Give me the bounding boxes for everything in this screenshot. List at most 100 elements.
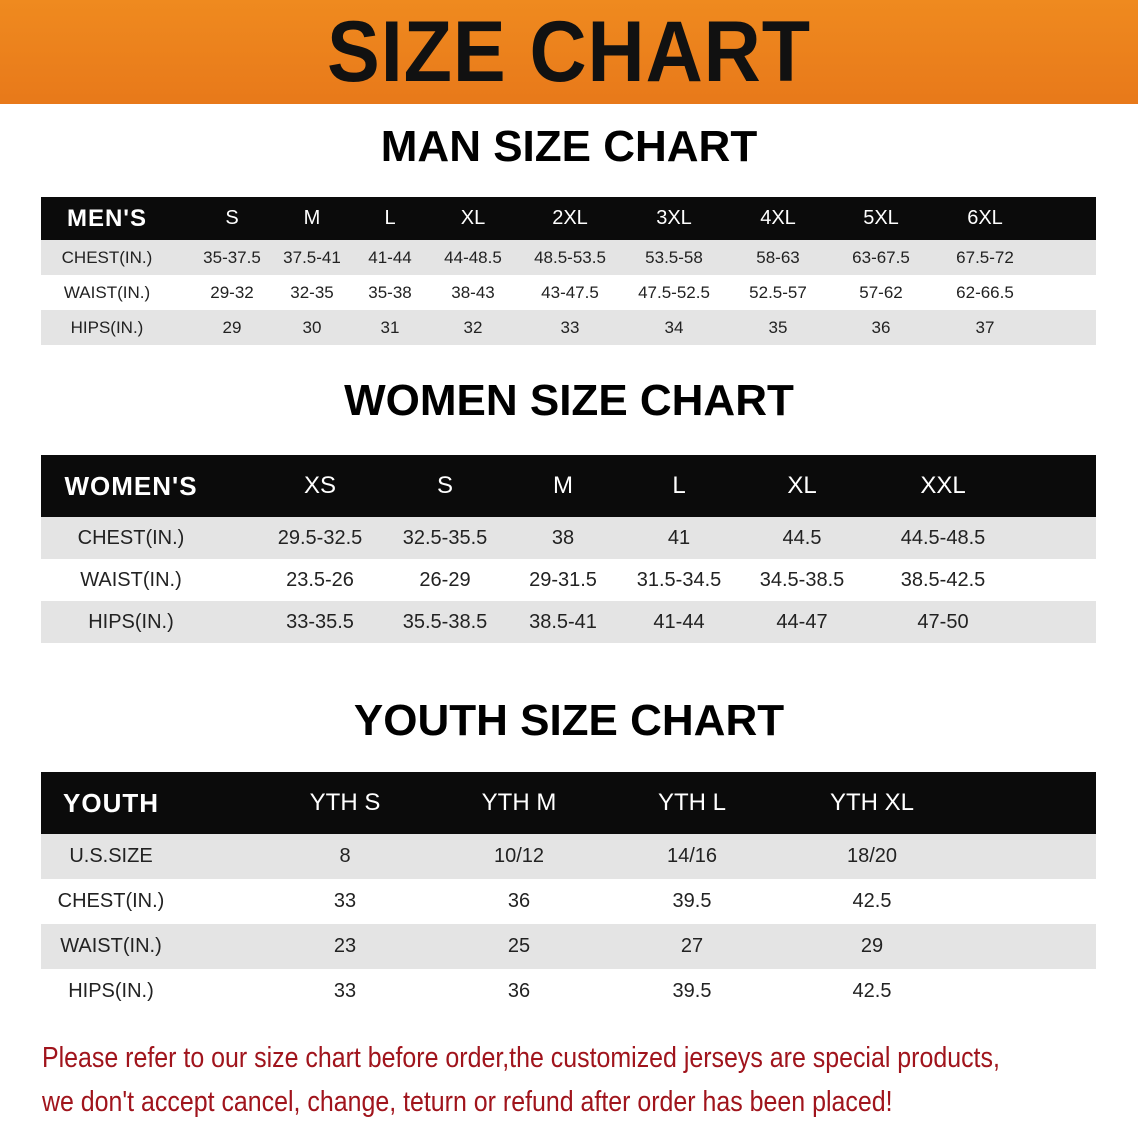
measurement-value: 52.5-57 [749,282,807,302]
table-header-row: MEN'S S M L XL 2XL 3XL 4XL 5XL 6XL [41,197,1096,240]
measurement-value: 47.5-52.5 [638,282,710,302]
size-column-header: 3XL [656,207,692,229]
size-column-header: M [553,472,573,499]
measurement-value: 39.5 [672,890,712,912]
measurement-value: 38-43 [451,282,495,302]
measurement-value: 48.5-53.5 [534,247,606,267]
measurement-value: 41-44 [368,247,412,267]
table-row: WAIST(IN.) 29-32 32-35 35-38 38-43 43-47.5 47.… [41,275,1096,310]
table-corner-label: WOMEN'S [64,470,198,501]
measurement-value: 31.5-34.5 [636,568,722,591]
measurement-value: 23.5-26 [286,568,354,591]
measurement-value: 62-66.5 [956,282,1014,302]
measurement-value: 33 [560,317,580,337]
measurement-value: 32-35 [290,282,334,302]
measurement-value: 34 [664,317,684,337]
measurement-label: CHEST(IN.) [57,890,165,912]
measurement-value: 34.5-38.5 [759,568,845,591]
table-row: CHEST(IN.) 29.5-32.5 32.5-35.5 38 41 44.5 44.5… [41,517,1096,559]
measurement-value: 31 [380,317,400,337]
measurement-label: HIPS(IN.) [68,980,154,1002]
measurement-value: 44-48.5 [444,247,502,267]
measurement-value: 35 [768,317,788,337]
measurement-value: 33 [333,980,357,1002]
table-row: HIPS(IN.) 33-35.5 35.5-38.5 38.5-41 41-44 44-… [41,601,1096,643]
order-notice: Please refer to our size chart before or… [42,1036,1000,1124]
size-column-header: 5XL [863,207,899,229]
measurement-value: 44.5 [782,526,822,549]
measurement-value: 26-29 [419,568,471,591]
measurement-value: 63-67.5 [852,247,910,267]
size-column-header: YTH XL [829,789,915,816]
measurement-value: 38.5-42.5 [900,568,986,591]
size-column-header: S [225,207,239,229]
table-corner-label: MEN'S [66,204,148,232]
measurement-label: CHEST(IN.) [77,526,185,549]
youth-section-title: YOUTH SIZE CHART [353,696,785,745]
measurement-value: 44.5-48.5 [900,526,986,549]
measurement-value: 33-35.5 [286,610,354,633]
measurement-value: 29-31.5 [529,568,597,591]
measurement-label: WAIST(IN.) [60,935,162,957]
size-column-header: YTH S [309,789,381,816]
measurement-value: 14/16 [666,845,718,867]
measurement-value: 36 [507,890,531,912]
measurement-value: 35.5-38.5 [402,610,488,633]
size-column-header: 4XL [760,207,796,229]
measurement-value: 39.5 [672,980,712,1002]
table-header-row: YOUTH YTH S YTH M YTH L YTH XL [41,772,1096,834]
size-column-header: S [436,472,453,499]
table-row: WAIST(IN.) 23 25 27 29 [41,924,1096,969]
measurement-label: U.S.SIZE [69,845,153,867]
measurement-value: 25 [507,935,531,957]
measurement-value: 41-44 [653,610,705,633]
measurement-label: WAIST(IN.) [63,282,151,302]
banner: SIZE CHART [0,0,1138,104]
measurement-value: 57-62 [859,282,903,302]
men-section-title: MAN SIZE CHART [380,122,758,171]
measurement-value: 32 [463,317,483,337]
women-section-title: WOMEN SIZE CHART [344,376,794,425]
size-column-header: 2XL [552,207,588,229]
size-column-header: XXL [920,472,966,499]
table-row: U.S.SIZE 8 10/12 14/16 18/20 [41,834,1096,879]
measurement-label: HIPS(IN.) [70,317,144,337]
measurement-value: 8 [339,845,351,867]
measurement-value: 10/12 [493,845,545,867]
measurement-value: 29 [222,317,242,337]
measurement-value: 47-50 [917,610,969,633]
measurement-value: 43-47.5 [541,282,599,302]
size-column-header: YTH M [481,789,557,816]
measurement-value: 37 [975,317,995,337]
measurement-value: 33 [333,890,357,912]
measurement-value: 67.5-72 [956,247,1014,267]
table-row: CHEST(IN.) 35-37.5 37.5-41 41-44 44-48.5 48.5… [41,240,1096,275]
table-row: HIPS(IN.) 29 30 31 32 33 34 35 36 37 [41,310,1096,345]
table-corner-label: YOUTH [63,787,159,818]
order-notice-line: Please refer to our size chart before or… [42,1042,1000,1074]
measurement-label: WAIST(IN.) [80,568,182,591]
size-column-header: XL [787,472,817,499]
measurement-value: 38 [551,526,575,549]
size-column-header: M [303,207,321,229]
size-column-header: L [672,472,686,499]
size-column-header: 6XL [967,207,1003,229]
banner-title: SIZE CHART [327,3,811,100]
measurement-value: 35-38 [368,282,412,302]
measurement-value: 32.5-35.5 [402,526,488,549]
measurement-value: 23 [333,935,357,957]
measurement-value: 38.5-41 [529,610,597,633]
measurement-label: CHEST(IN.) [61,247,153,267]
measurement-label: HIPS(IN.) [88,610,174,633]
table-row: WAIST(IN.) 23.5-26 26-29 29-31.5 31.5-34.5 34… [41,559,1096,601]
measurement-value: 42.5 [852,980,892,1002]
measurement-value: 53.5-58 [645,247,703,267]
measurement-value: 42.5 [852,890,892,912]
measurement-value: 41 [667,526,691,549]
measurement-value: 30 [302,317,322,337]
measurement-value: 29.5-32.5 [277,526,363,549]
table-row: HIPS(IN.) 33 36 39.5 42.5 [41,969,1096,1014]
measurement-value: 18/20 [846,845,898,867]
table-row: CHEST(IN.) 33 36 39.5 42.5 [41,879,1096,924]
measurement-value: 29-32 [210,282,254,302]
